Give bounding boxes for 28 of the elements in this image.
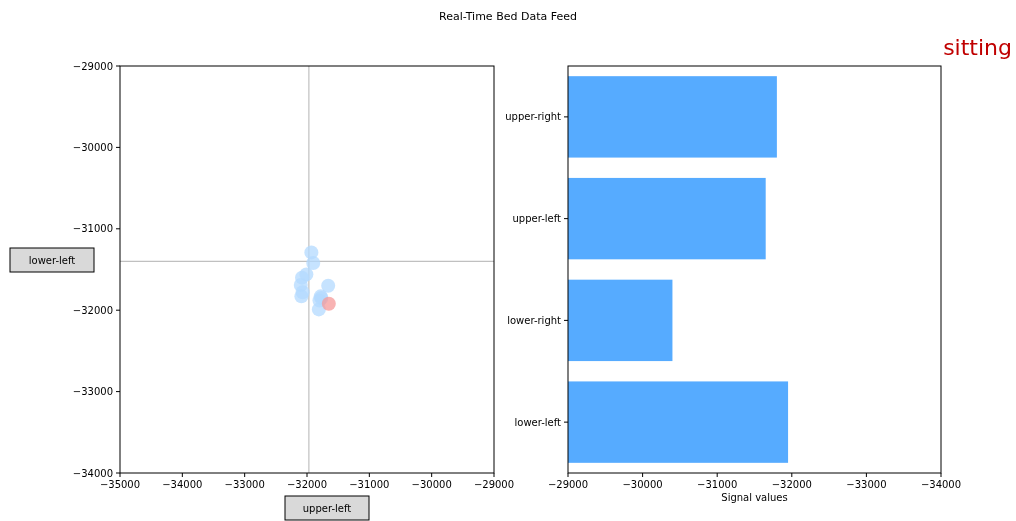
- x-tick-label: −33000: [224, 479, 265, 490]
- x-tick-label: −34000: [920, 479, 962, 490]
- y-tick-label: −31000: [72, 223, 113, 235]
- chart-title: Real-Time Bed Data Feed: [439, 10, 577, 23]
- x-tick-label: −34000: [162, 479, 203, 490]
- y-tick-label: −30000: [72, 141, 113, 153]
- text: upper-left: [302, 503, 352, 514]
- x-tick-label: −31000: [697, 479, 738, 490]
- text: lower-left: [28, 255, 76, 266]
- x-axis-title: Signal values: [721, 492, 788, 503]
- x-tick-label: −35000: [99, 479, 141, 490]
- x-tick-label: −32000: [286, 479, 328, 490]
- y-tick-label: lower-right: [507, 314, 562, 326]
- x-tick-label: −30000: [411, 479, 452, 490]
- x-tick-label: −32000: [771, 479, 812, 490]
- x-tick-label: −31000: [349, 479, 390, 490]
- y-tick-label: −29000: [72, 60, 113, 72]
- y-tick-label: lower-left: [514, 416, 562, 428]
- y-tick-label: upper-right: [505, 111, 562, 123]
- y-tick-label: −32000: [72, 304, 113, 316]
- y-tick-label: −33000: [72, 386, 113, 398]
- y-tick-label: upper-left: [512, 213, 562, 225]
- x-tick-label: −29000: [473, 479, 515, 490]
- text: sitting: [943, 35, 1012, 60]
- x-tick-label: −30000: [622, 479, 663, 490]
- x-tick-label: −33000: [846, 479, 887, 490]
- x-tick-label: −29000: [547, 479, 589, 490]
- y-tick-label: −34000: [72, 467, 113, 479]
